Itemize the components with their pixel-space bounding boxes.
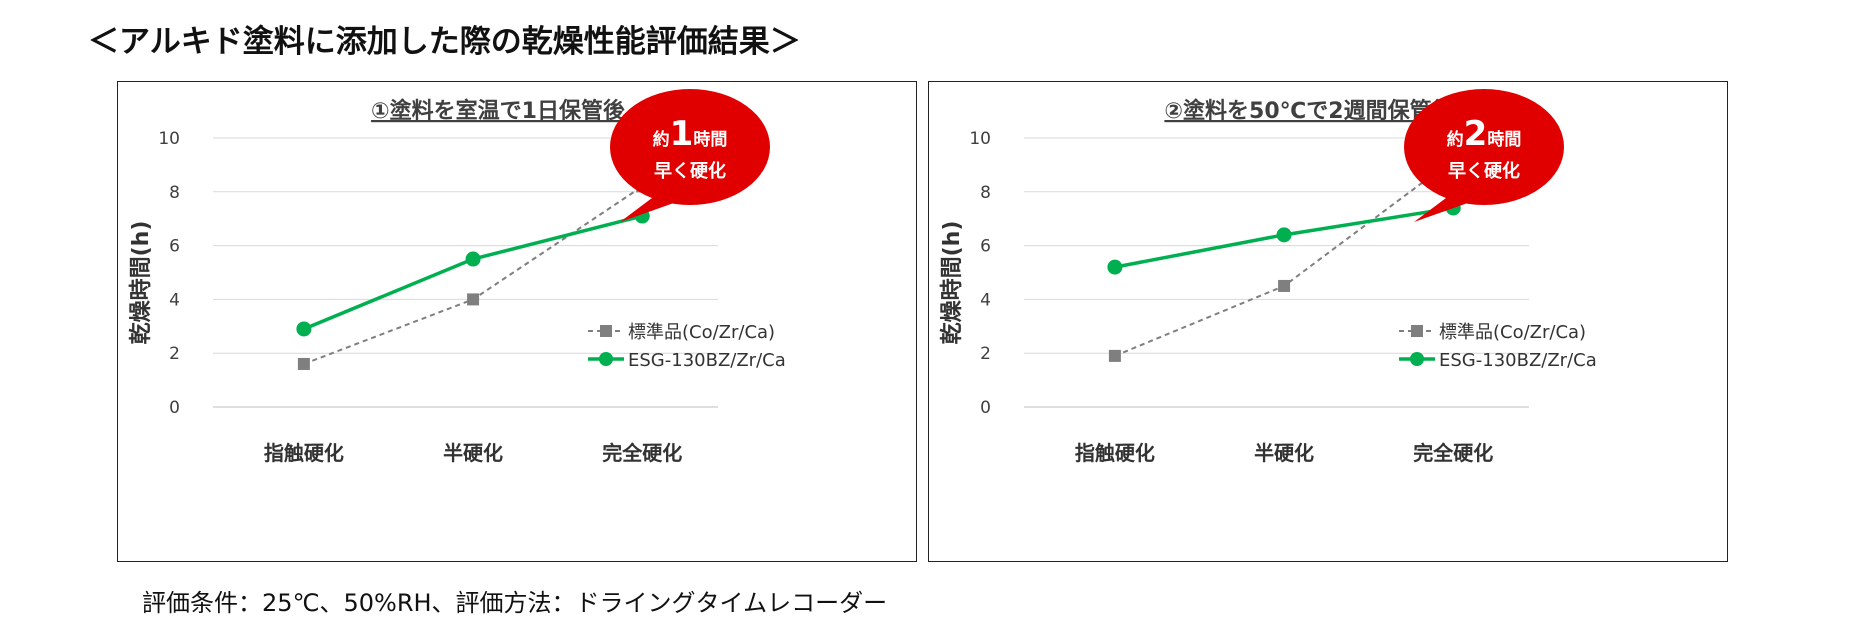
y-tick-label: 8 bbox=[169, 183, 180, 203]
data-point-square bbox=[1278, 279, 1291, 292]
legend-marker-square bbox=[1411, 325, 1423, 337]
legend-label: 標準品(Co/Zr/Ca) bbox=[1439, 322, 1586, 343]
x-tick-label: 半硬化 bbox=[1254, 441, 1314, 465]
data-point-circle bbox=[465, 251, 481, 267]
data-point-circle bbox=[1276, 227, 1292, 243]
chart-title: ①塗料を室温で1日保管後 bbox=[371, 98, 626, 124]
legend-label: ESG-130BZ/Zr/Ca bbox=[1439, 350, 1597, 371]
footnote: 評価条件：25℃、50%RH、評価方法：ドライングタイムレコーダー bbox=[142, 589, 888, 617]
legend-marker-square bbox=[600, 325, 612, 337]
x-tick-label: 指触硬化 bbox=[264, 441, 344, 465]
data-point-circle bbox=[296, 321, 312, 337]
data-point-square bbox=[297, 357, 310, 370]
callout-ellipse bbox=[610, 89, 770, 205]
chart-title: ②塗料を50℃で2週間保管後 bbox=[1164, 98, 1454, 124]
chart-panel-2: 0 2 4 6 8 10 指触硬化 半硬化 完全硬化 ②塗料を50℃で2週間保管後乾燥時間(h) 標… bbox=[928, 81, 1728, 562]
callout-number: 1 bbox=[670, 114, 694, 154]
callout-unit: 時間 bbox=[1487, 129, 1521, 150]
y-tick-label: 4 bbox=[169, 290, 180, 310]
y-axis-label: 乾燥時間(h) bbox=[939, 221, 965, 345]
y-tick-label: 2 bbox=[980, 344, 991, 364]
y-tick-label: 8 bbox=[980, 183, 991, 203]
legend-label: 標準品(Co/Zr/Ca) bbox=[628, 322, 775, 343]
x-tick-label: 完全硬化 bbox=[602, 441, 682, 465]
data-point-circle bbox=[1107, 259, 1123, 275]
callout-line-1: 約2時間 bbox=[1447, 114, 1522, 154]
y-tick-label: 6 bbox=[980, 237, 991, 257]
callout-line-1: 約1時間 bbox=[653, 114, 728, 154]
legend-label: ESG-130BZ/Zr/Ca bbox=[628, 350, 786, 371]
y-tick-label: 0 bbox=[169, 398, 180, 418]
callout-ellipse bbox=[1404, 89, 1564, 205]
callout-prefix: 約 bbox=[1447, 129, 1464, 150]
callout-number: 2 bbox=[1464, 114, 1488, 154]
y-tick-label: 4 bbox=[980, 290, 991, 310]
page-title: ＜アルキド塗料に添加した際の乾燥性能評価結果＞ bbox=[88, 24, 801, 60]
y-axis-label: 乾燥時間(h) bbox=[128, 221, 154, 345]
y-tick-label: 10 bbox=[969, 129, 991, 149]
y-tick-label: 2 bbox=[169, 344, 180, 364]
x-tick-label: 完全硬化 bbox=[1413, 441, 1493, 465]
x-tick-label: 半硬化 bbox=[443, 441, 503, 465]
y-tick-label: 10 bbox=[158, 129, 180, 149]
data-point-square bbox=[1108, 349, 1121, 362]
callout-prefix: 約 bbox=[653, 129, 670, 150]
y-tick-label: 0 bbox=[980, 398, 991, 418]
x-tick-label: 指触硬化 bbox=[1075, 441, 1155, 465]
chart-panel-1: 0 2 4 6 8 10 指触硬化 半硬化 完全硬化 ①塗料を室温で1日保管後乾燥時間(h) 標準品… bbox=[117, 81, 917, 562]
legend-marker-circle bbox=[599, 352, 613, 366]
callout-unit: 時間 bbox=[693, 129, 727, 150]
series-line bbox=[303, 185, 643, 365]
data-point-square bbox=[467, 293, 480, 306]
callout-line-2: 早く硬化 bbox=[654, 160, 726, 182]
series-line bbox=[303, 214, 643, 331]
callout-line-2: 早く硬化 bbox=[1448, 160, 1520, 182]
y-tick-label: 6 bbox=[169, 237, 180, 257]
legend-marker-circle bbox=[1410, 352, 1424, 366]
